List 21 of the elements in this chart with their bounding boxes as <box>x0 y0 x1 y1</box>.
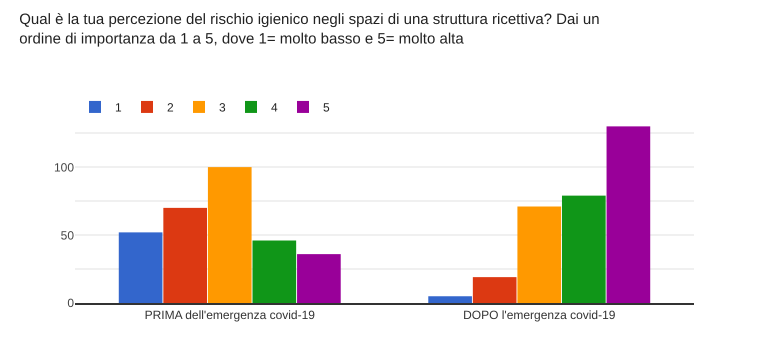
y-tick-label: 50 <box>60 228 74 242</box>
bar <box>428 296 472 303</box>
chart-title: Qual è la tua percezione del rischio igienico negli spazi di una struttura ricettiva? Dai un ordine di importanza da 1 a 5, dove 1= molto basso e 5= molto alta <box>19 11 600 48</box>
bar <box>517 206 562 303</box>
bar <box>118 232 162 303</box>
bar <box>208 167 252 303</box>
legend-label: 5 <box>323 100 330 115</box>
bar <box>297 254 341 303</box>
legend-label: 1 <box>115 100 122 115</box>
y-tick-label: 100 <box>54 160 74 174</box>
y-tick-label: 0 <box>67 296 74 310</box>
bar <box>252 240 296 303</box>
bar <box>562 196 606 303</box>
legend-label: 3 <box>219 100 226 115</box>
x-tick-label: PRIMA dell'emergenza covid-19 <box>144 308 316 322</box>
bar <box>606 126 650 303</box>
legend-label: 2 <box>167 100 174 115</box>
legend-label: 4 <box>271 100 278 115</box>
x-tick-label: DOPO l'emergenza covid-19 <box>463 308 616 322</box>
bar <box>472 277 517 303</box>
bar <box>163 208 208 303</box>
